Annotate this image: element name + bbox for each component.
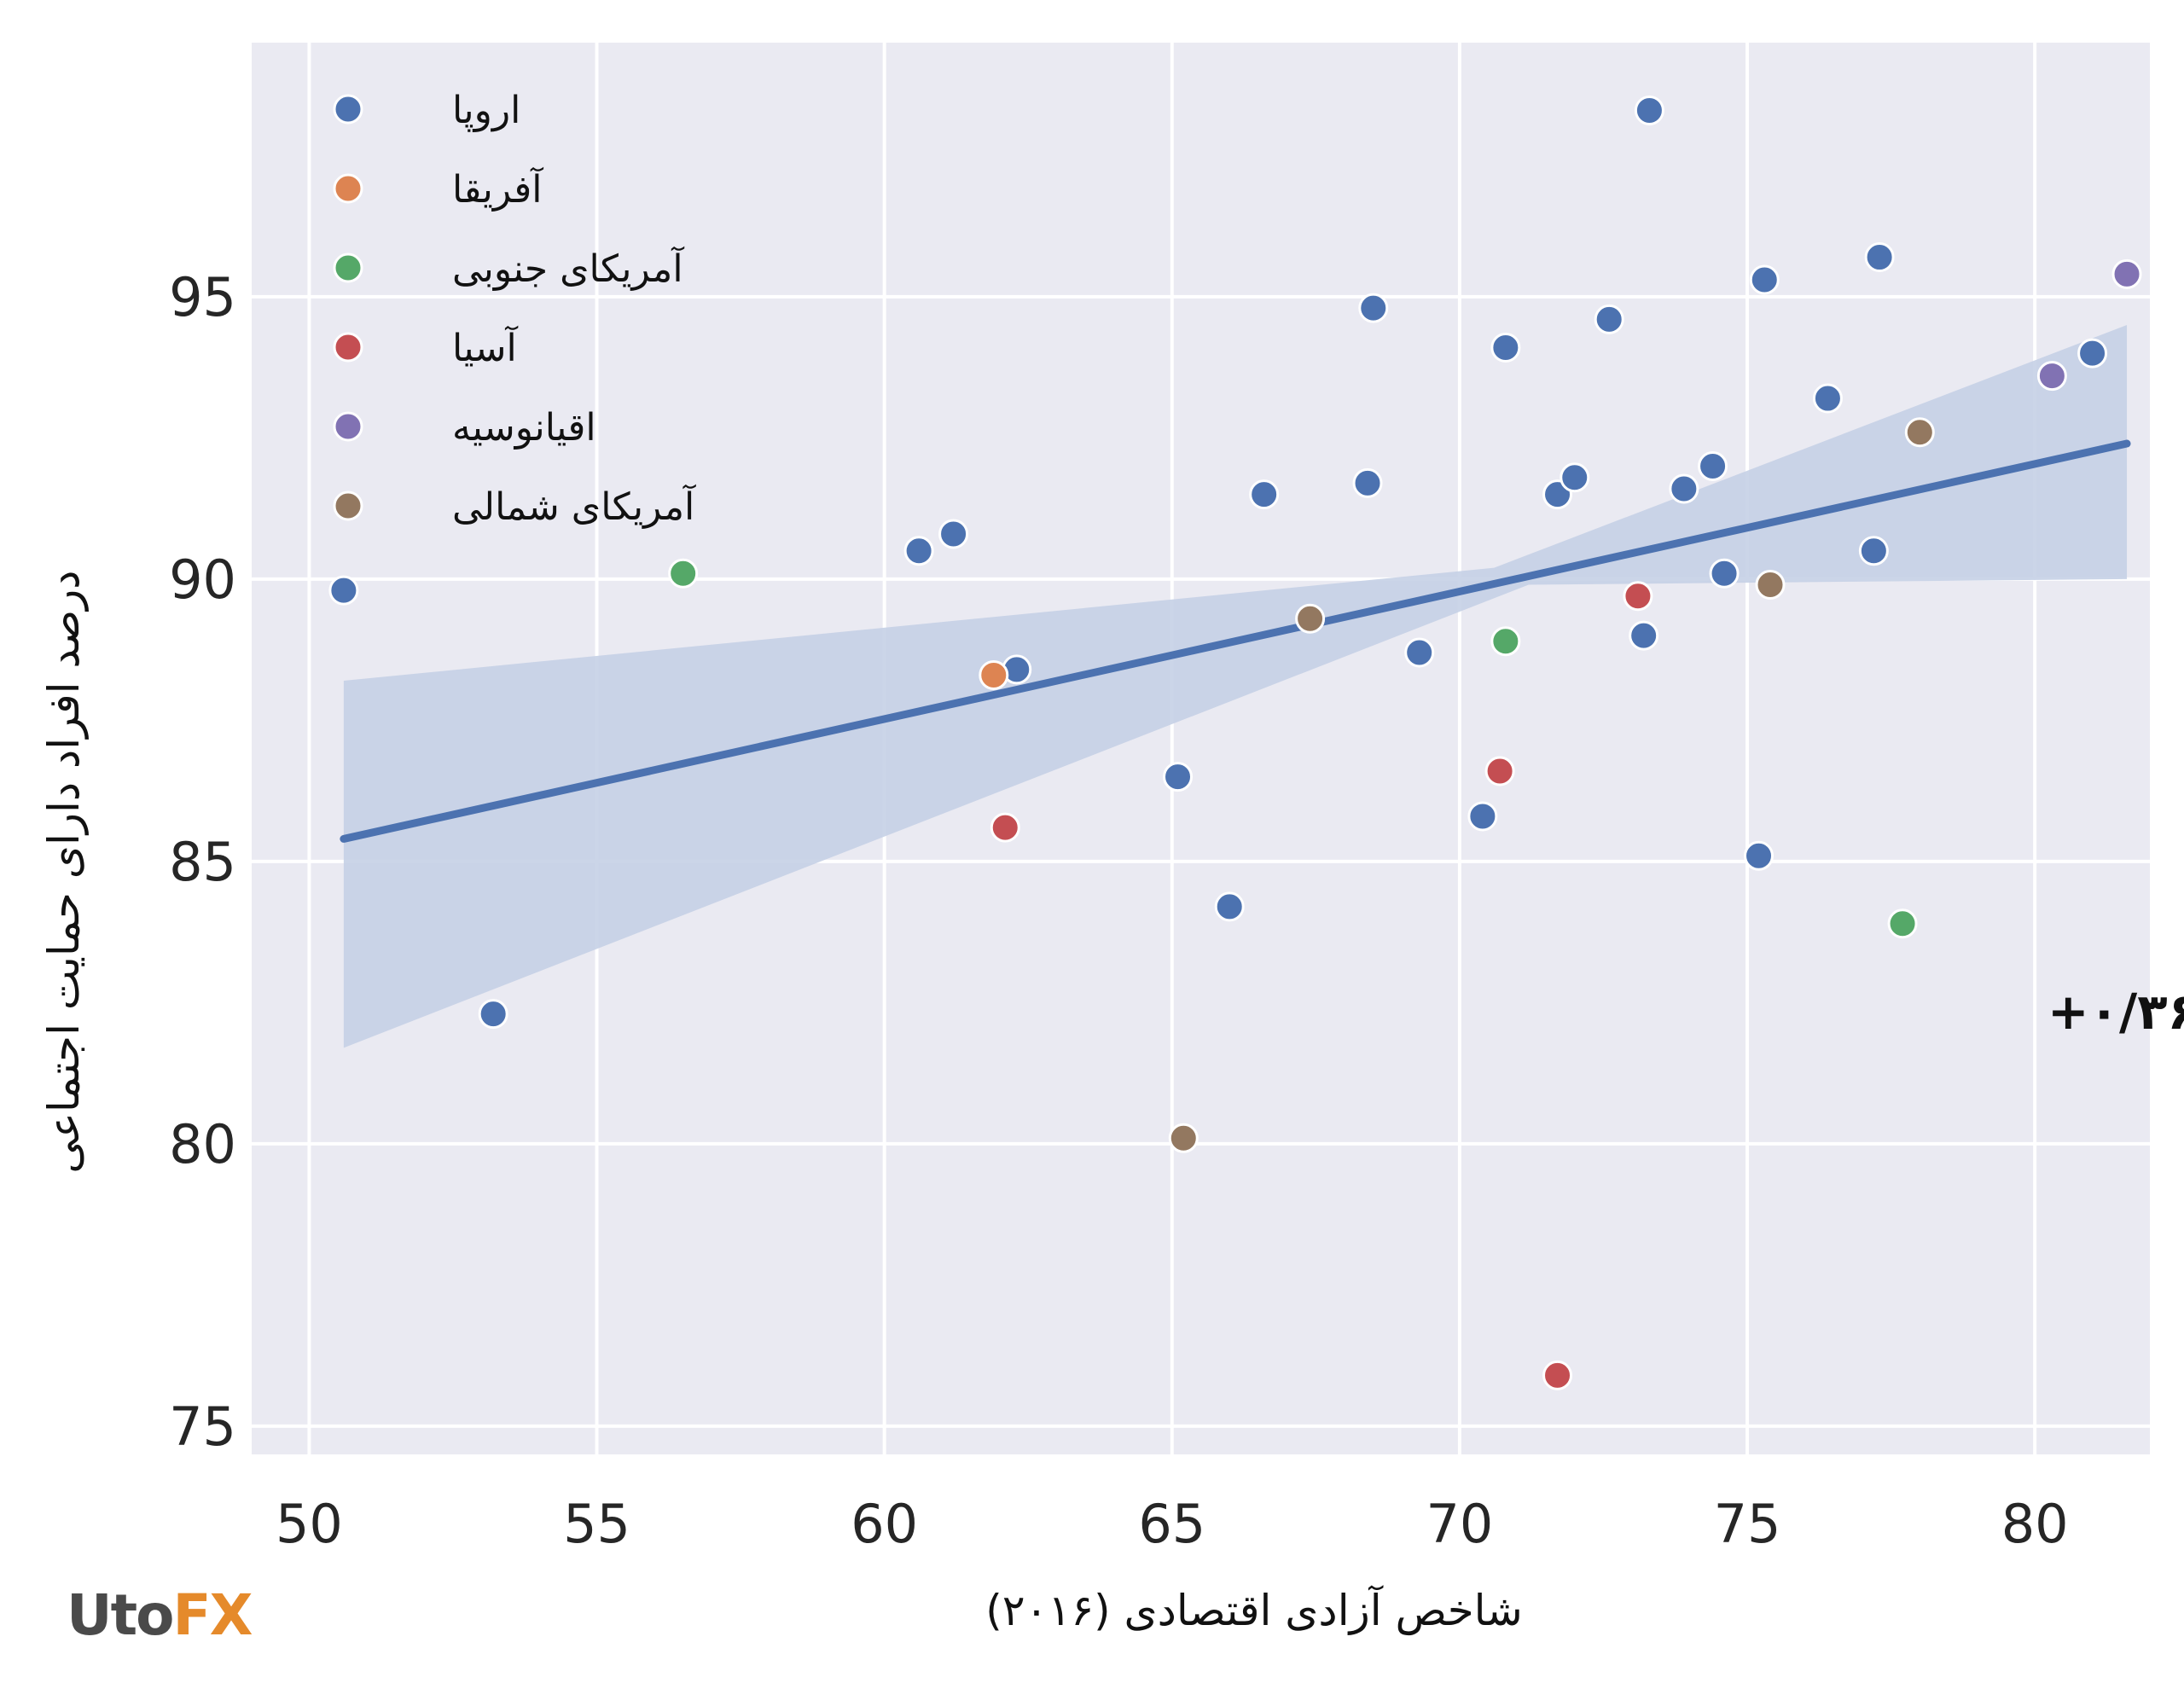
- x-tick-label: 65: [1138, 1493, 1205, 1555]
- legend-marker: [333, 173, 363, 204]
- data-point: [1560, 462, 1590, 493]
- regression-line-path: [340, 439, 2131, 843]
- legend-label: آمریکای شمالی: [452, 484, 696, 529]
- data-point: [1864, 242, 1895, 273]
- y-tick-label: 95: [169, 266, 236, 328]
- y-tick-label: 75: [169, 1396, 236, 1458]
- tick-labels: 50 55 60 65 70 75 80 75 80 85 90 95: [169, 266, 2069, 1555]
- data-point: [1858, 536, 1889, 566]
- confidence-band-area: [343, 325, 2128, 1048]
- data-point: [1404, 637, 1435, 668]
- legend-label: آسیا: [452, 325, 519, 370]
- data-point: [1542, 1360, 1573, 1390]
- data-point: [1755, 570, 1786, 601]
- data-point: [1629, 620, 1659, 651]
- data-point: [1669, 473, 1699, 504]
- data-point: [1594, 304, 1624, 334]
- y-axis-label: درصد افراد دارای حمایت اجتماعی: [39, 570, 89, 1173]
- data-point: [478, 999, 508, 1030]
- data-point: [1623, 581, 1653, 612]
- x-axis-label: شاخص آزادی اقتصادی (۲۰۱۶): [985, 1585, 1523, 1635]
- data-point: [1295, 603, 1326, 634]
- data-point: [668, 558, 699, 589]
- data-point: [1352, 467, 1383, 498]
- data-point: [1249, 479, 1280, 510]
- confidence-band: [343, 325, 2128, 1048]
- data-point: [1904, 417, 1935, 448]
- x-tick-label: 80: [2001, 1493, 2069, 1555]
- legend-label: آفریقا: [452, 166, 543, 212]
- data-point: [2111, 258, 2142, 289]
- data-point: [1467, 801, 1498, 832]
- legend-label: اروپا: [452, 89, 520, 132]
- legend-label: آمریکای جنوبی: [452, 246, 684, 291]
- regression-line: [340, 439, 2131, 843]
- y-tick-label: 80: [169, 1113, 236, 1175]
- legend-marker: [333, 94, 363, 125]
- y-tick-label: 85: [169, 831, 236, 893]
- y-tick-label: 90: [169, 548, 236, 611]
- brand-logo: UtoFX: [67, 1582, 253, 1648]
- data-point: [1163, 762, 1194, 792]
- x-tick-label: 75: [1714, 1493, 1781, 1555]
- legend: اروپا آفریقا آمریکای جنوبی آسیا اقیانوسیه آمر…: [333, 89, 696, 529]
- data-points: [328, 95, 2142, 1390]
- legend-label: اقیانوسیه: [452, 406, 596, 450]
- legend-marker: [333, 411, 363, 442]
- data-point: [1749, 264, 1780, 295]
- logo-text-uto: Uto: [67, 1582, 174, 1648]
- legend-marker: [333, 252, 363, 283]
- x-tick-label: 50: [276, 1493, 343, 1555]
- data-point: [1887, 908, 1918, 939]
- data-point: [1490, 626, 1521, 657]
- data-point: [1812, 383, 1843, 414]
- data-point: [1168, 1123, 1199, 1153]
- x-tick-label: 55: [563, 1493, 630, 1555]
- correlation-annotation: ضریب همبستگی: ۰/۳۶+: [2048, 983, 2184, 1042]
- data-point: [938, 519, 969, 549]
- data-point: [1709, 558, 1740, 589]
- data-point: [1484, 756, 1515, 786]
- data-point: [903, 536, 934, 566]
- data-point: [1634, 95, 1664, 125]
- data-point: [1744, 840, 1774, 871]
- data-point: [1698, 451, 1728, 481]
- data-point: [1358, 293, 1389, 323]
- data-point: [2077, 338, 2108, 369]
- x-tick-label: 60: [851, 1493, 918, 1555]
- data-point: [1214, 891, 1245, 922]
- data-point: [1490, 332, 1521, 363]
- x-tick-label: 70: [1426, 1493, 1493, 1555]
- data-point: [979, 659, 1009, 690]
- legend-marker: [333, 332, 363, 363]
- data-point: [2036, 361, 2067, 392]
- logo-text-fx: FX: [172, 1582, 253, 1648]
- data-point: [328, 575, 359, 606]
- legend-marker: [333, 490, 363, 521]
- data-point: [990, 812, 1020, 843]
